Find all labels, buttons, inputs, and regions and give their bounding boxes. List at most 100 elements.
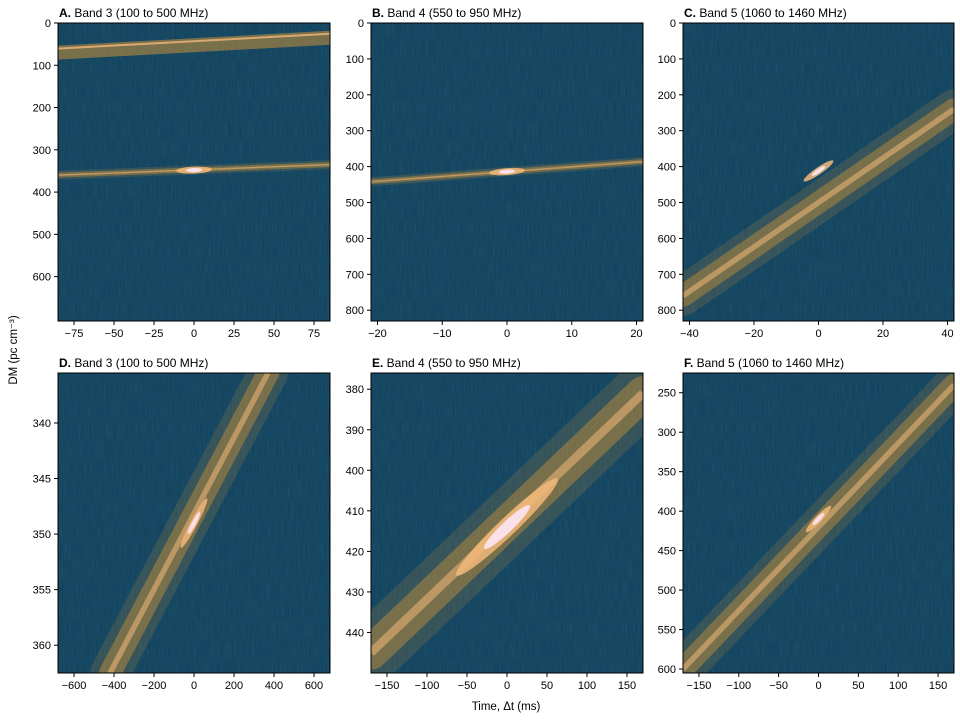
x-tick-label: −50 (458, 680, 477, 692)
x-tick-label: 50 (541, 680, 553, 692)
y-tick-label: 100 (658, 54, 676, 66)
x-tick-label: −150 (375, 680, 400, 692)
panel-title: A. Band 3 (100 to 500 MHz) (59, 6, 208, 20)
burst-peak-core (187, 511, 201, 535)
x-tick-label: −20 (745, 328, 764, 340)
y-tick-label: 0 (45, 18, 51, 30)
x-tick-label: 75 (308, 328, 320, 340)
x-tick-label: −100 (726, 680, 751, 692)
y-tick-label: 440 (346, 627, 364, 639)
x-tick-label: 0 (191, 680, 197, 692)
y-tick-label: 340 (33, 418, 51, 430)
y-tick-label: 500 (658, 198, 676, 210)
x-tick-label: −400 (102, 680, 127, 692)
x-tick-label: 200 (225, 680, 243, 692)
x-tick-label: 25 (228, 328, 240, 340)
y-tick-label: 350 (658, 467, 676, 479)
x-tick-label: 600 (305, 680, 323, 692)
y-tick-label: 300 (658, 126, 676, 138)
y-tick-label: 600 (658, 233, 676, 245)
x-tick-label: 150 (929, 680, 947, 692)
y-tick-label: 390 (346, 425, 364, 437)
y-tick-label: 350 (33, 529, 51, 541)
x-tick-label: 0 (504, 680, 510, 692)
rfi-line (58, 32, 330, 50)
figure-ylabel: DM (pc cm⁻³) (8, 315, 20, 384)
x-tick-label: −40 (680, 328, 699, 340)
y-tick-label: 500 (33, 229, 51, 241)
y-tick-label: 420 (346, 546, 364, 558)
panel-title: E. Band 4 (550 to 950 MHz) (372, 356, 521, 370)
x-tick-label: −150 (687, 680, 712, 692)
y-tick-label: 345 (33, 474, 51, 486)
x-tick-label: −50 (769, 680, 788, 692)
y-tick-label: 200 (658, 90, 676, 102)
heatmap-area (58, 23, 330, 321)
y-tick-label: 500 (658, 585, 676, 597)
y-tick-label: 300 (658, 427, 676, 439)
figure-xlabel: Time, Δt (ms) (472, 701, 541, 713)
x-tick-label: 0 (815, 328, 821, 340)
x-tick-label: −200 (142, 680, 167, 692)
y-tick-label: 100 (346, 54, 364, 66)
panel-title: D. Band 3 (100 to 500 MHz) (59, 356, 208, 370)
y-tick-label: 800 (346, 305, 364, 317)
x-tick-label: −600 (62, 680, 87, 692)
panel-a: −75 −50 −25 0 25 50 75 0 100 200 300 400 500 600 A. Ba… (33, 6, 331, 340)
y-tick-label: 700 (658, 269, 676, 281)
y-tick-label: 0 (358, 18, 364, 30)
x-tick-label: 20 (877, 328, 889, 340)
y-tick-label: 600 (346, 233, 364, 245)
burst-peak-core (811, 166, 826, 176)
y-tick-label: 400 (658, 162, 676, 174)
y-tick-label: 600 (658, 664, 676, 676)
y-tick-label: 500 (346, 198, 364, 210)
y-tick-label: 100 (33, 60, 51, 72)
y-tick-label: 450 (658, 546, 676, 558)
y-tick-label: 200 (33, 103, 51, 115)
sweep-core (683, 106, 954, 299)
y-tick-label: 300 (33, 145, 51, 157)
y-tick-label: 400 (346, 465, 364, 477)
x-tick-label: 400 (265, 680, 283, 692)
y-tick-label: 360 (33, 640, 51, 652)
sweep-core (107, 373, 271, 673)
heatmap-area (683, 23, 954, 321)
burst-peak-core (498, 169, 516, 174)
x-tick-label: 0 (504, 328, 510, 340)
x-tick-label: 100 (889, 680, 907, 692)
x-tick-label: −10 (433, 328, 452, 340)
y-tick-label: 250 (658, 388, 676, 400)
y-tick-label: 700 (346, 269, 364, 281)
panel-title: B. Band 4 (550 to 950 MHz) (372, 6, 521, 20)
x-tick-label: 20 (630, 328, 642, 340)
heatmap-area (371, 23, 643, 321)
x-tick-label: −100 (415, 680, 440, 692)
y-tick-label: 380 (346, 384, 364, 396)
y-tick-label: 355 (33, 585, 51, 597)
x-tick-label: 40 (941, 328, 953, 340)
y-tick-label: 800 (658, 305, 676, 317)
y-tick-label: 550 (658, 625, 676, 637)
y-tick-label: 0 (670, 18, 676, 30)
x-tick-label: −25 (145, 328, 164, 340)
burst-peak-core (812, 513, 825, 526)
y-tick-label: 400 (33, 187, 51, 199)
y-tick-label: 430 (346, 587, 364, 599)
y-tick-label: 600 (33, 272, 51, 284)
panel-title: C. Band 5 (1060 to 1460 MHz) (684, 6, 847, 20)
x-tick-label: 0 (815, 680, 821, 692)
x-tick-label: 50 (852, 680, 864, 692)
panel-e: −150 −100 −50 0 50 100 150 380 390 400 410 420 430 44… (346, 356, 644, 692)
x-tick-label: 10 (566, 328, 578, 340)
panel-f: −150 −100 −50 0 50 100 150 250 300 350 400 450 500 55… (658, 356, 955, 692)
x-tick-label: 100 (578, 680, 596, 692)
burst-peak-core (483, 504, 531, 550)
x-tick-label: −50 (105, 328, 124, 340)
x-tick-label: 150 (618, 680, 636, 692)
